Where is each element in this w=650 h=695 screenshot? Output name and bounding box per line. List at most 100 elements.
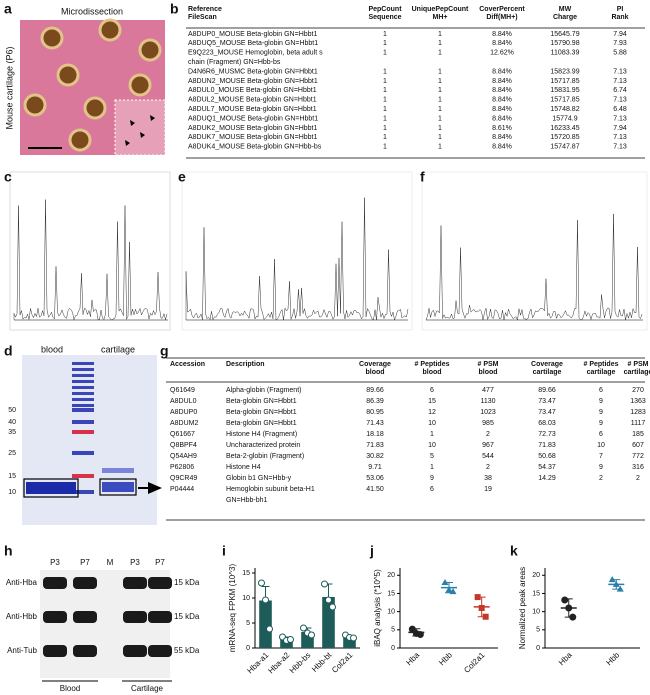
table-cell: 1 [438,97,442,104]
table-cell: 6.74 [613,87,627,94]
table-cell: 15823.99 [550,68,579,75]
table-cell: Q61649 [170,387,195,394]
lane-label: blood [41,344,63,354]
table-header: Diff(MH+) [486,14,517,21]
table-header: # PSM [477,361,498,368]
lane-label: cartilage [101,344,135,354]
table-cell: 8.84% [492,144,512,151]
data-point [569,613,577,621]
y-tick-label: 0 [391,645,395,652]
table-cell: Histone H4 [226,464,261,471]
arrow [148,482,162,494]
chromatogram-trace [13,199,168,321]
table-cell: D4N6R6_MUSMC Beta-globin GN=Hbbt1 [188,68,318,75]
bar [259,600,272,648]
table-cell: 18.18 [366,431,384,438]
y-tick-label: 15 [242,570,250,577]
y-tick-label: 0 [536,645,540,652]
ladder-band [72,380,94,383]
x-tick-label: Hba [404,650,421,667]
panel-letter: c [4,169,12,185]
table-cell: 54.37 [538,464,556,471]
table-cell: 9 [599,464,603,471]
table-cell: A8DUP0 [170,409,197,416]
data-point [612,580,620,587]
table-cell: 38 [484,475,492,482]
table-cell: 1 [383,68,387,75]
table-cell: 8.84% [492,115,512,122]
table-cell: 15720.85 [550,134,579,141]
table-header: cartilage [624,369,650,376]
table-header: # PSM [627,361,648,368]
y-axis-label: Normalized peak areas [518,567,527,649]
ladder-band [72,386,94,389]
table-cell: 2 [636,475,640,482]
table-cell: 50.68 [538,453,556,460]
x-tick-label: Hba [557,650,574,667]
table-cell: Beta-2-globin (Fragment) [226,453,304,460]
table-cell: A8DUK2_MOUSE Beta-globin GN=Hbbt1 [188,125,317,132]
table-cell: 8.84% [492,40,512,47]
table-cell: 270 [632,387,644,394]
blot-band [43,645,67,657]
table-cell: 967 [482,442,494,449]
chromatogram-frame [421,171,648,331]
table-cell: 15747.87 [550,144,579,151]
blot-band [43,611,67,623]
table-cell: 1 [383,50,387,57]
panel-letter: f [420,169,425,185]
table-cell: P04444 [170,486,194,493]
table-header: CoverPercent [479,6,525,13]
data-point [608,576,616,583]
group-label: Blood [60,684,80,693]
protein-band [102,482,134,492]
table-cell: 1 [438,134,442,141]
table-header: Rank [611,14,628,21]
panel-letter: b [170,1,179,17]
y-tick-label: 10 [387,608,395,615]
chromatogram-trace [185,197,409,321]
table-cell: 72.73 [538,431,556,438]
blot-band [123,611,147,623]
table-cell: 477 [482,387,494,394]
table-cell: 1 [438,68,442,75]
table-cell: GN=Hbb-bh1 [226,497,268,504]
table-header: Reference [188,6,222,13]
table-cell: 10 [597,442,605,449]
ladder-band [72,398,94,401]
table-cell: Uncharacterized protein [226,442,300,449]
ladder-band [72,430,94,434]
inset-marker [125,140,130,146]
table-cell: 15717.85 [550,78,579,85]
table-header: blood [365,369,384,376]
x-tick-label: Col2a1 [330,650,355,675]
y-tick-label: 5 [391,627,395,634]
table-header: cartilage [533,369,562,376]
table-cell: Q9CR49 [170,475,197,482]
table-cell: 1 [383,125,387,132]
table-cell: 1283 [630,409,646,416]
panel-letter: a [4,1,12,17]
table-cell: A8DUL0_MOUSE Beta-globin GN=Hbbt1 [188,87,317,94]
table-cell: 8.84% [492,97,512,104]
panel-letter: i [222,543,226,559]
table-cell: 12 [428,409,436,416]
lacuna [98,18,122,42]
data-point [441,579,449,586]
table-cell: 16233.45 [550,125,579,132]
table-header: Charge [553,14,577,21]
table-cell: 985 [482,420,494,427]
lane-label: M [107,558,114,567]
ladder-band [72,451,94,455]
table-cell: 8.84% [492,87,512,94]
table-cell: 15790.98 [550,40,579,47]
size-label: 15 kDa [174,612,200,621]
band-box [99,478,137,496]
table-cell: Histone H4 (Fragment) [226,431,297,438]
table-header: PI [617,6,624,13]
table-cell: 6 [599,431,603,438]
size-label: 15 kDa [174,578,200,587]
table-cell: 71.83 [366,442,384,449]
table-header: Sequence [368,14,401,21]
y-tick-label: 0 [246,645,250,652]
